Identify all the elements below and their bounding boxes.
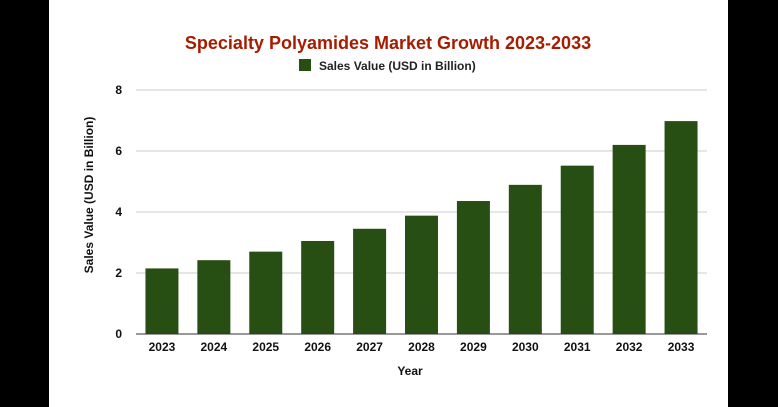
bars: [145, 121, 698, 334]
x-tick-label: 2029: [460, 340, 487, 354]
bar-2028: [405, 215, 438, 334]
legend-swatch: [299, 59, 311, 71]
x-tick-label: 2026: [304, 340, 331, 354]
y-axis-label: Sales Value (USD in Billion): [82, 117, 96, 274]
bar-2023: [145, 268, 179, 334]
bar-2031: [560, 165, 594, 334]
x-tick-label: 2028: [408, 340, 435, 354]
bar-2027: [353, 228, 387, 334]
y-tick-label: 8: [115, 83, 122, 97]
x-tick-label: 2024: [201, 340, 228, 354]
bar-2030: [508, 184, 542, 334]
bar-2026: [301, 240, 335, 334]
x-tick-label: 2033: [668, 340, 695, 354]
x-tick-label: 2032: [616, 340, 643, 354]
y-tick-label: 4: [115, 205, 122, 219]
y-tick-label: 2: [115, 266, 122, 280]
x-tick-label: 2025: [252, 340, 279, 354]
bar-2029: [456, 201, 490, 334]
chart-canvas: Specialty Polyamides Market Growth 2023-…: [49, 0, 728, 407]
chart-title: Specialty Polyamides Market Growth 2023-…: [185, 33, 591, 53]
x-tick-label: 2030: [512, 340, 539, 354]
bar-2032: [612, 144, 646, 334]
legend: Sales Value (USD in Billion): [299, 59, 476, 73]
bar-2025: [249, 251, 283, 334]
bar-2024: [197, 260, 231, 334]
legend-label: Sales Value (USD in Billion): [319, 59, 476, 73]
x-axis-label: Year: [397, 364, 423, 378]
x-axis-ticks: 2023 2024 2025 2026 2027 2028 2029 2030 2031 2032…: [149, 340, 695, 354]
bar-2033: [664, 121, 698, 334]
bar-chart: Specialty Polyamides Market Growth 2023-…: [82, 33, 707, 378]
y-axis-ticks: 0 2 4 6 8: [115, 83, 122, 341]
x-tick-label: 2031: [564, 340, 591, 354]
y-tick-label: 0: [115, 327, 122, 341]
x-tick-label: 2027: [356, 340, 383, 354]
x-tick-label: 2023: [149, 340, 176, 354]
y-tick-label: 6: [115, 144, 122, 158]
